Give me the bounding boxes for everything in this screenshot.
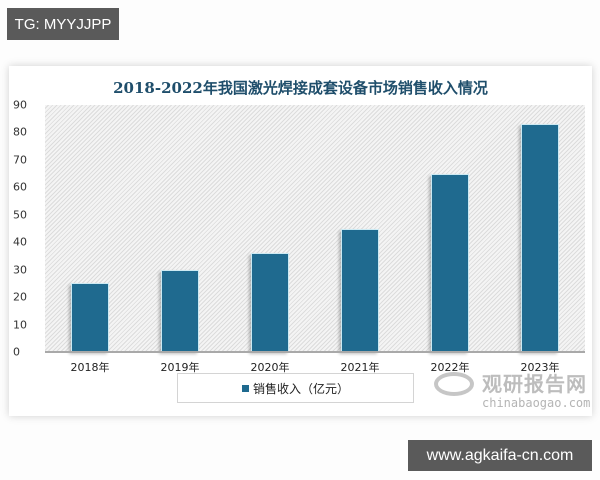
y-tick-label: 0 bbox=[13, 345, 20, 359]
bar-2021 bbox=[341, 228, 379, 352]
y-tick-label: 40 bbox=[13, 235, 27, 249]
x-tick-label: 2020年 bbox=[250, 361, 290, 374]
y-tick-label: 30 bbox=[13, 263, 27, 277]
bar-2022 bbox=[431, 173, 469, 352]
watermark-logo-icon bbox=[434, 372, 474, 396]
bottom-tag-label: www.agkaifa-cn.com bbox=[408, 440, 592, 471]
plot-area bbox=[45, 105, 585, 352]
x-tick-label: 2021年 bbox=[340, 361, 380, 374]
x-tick-label: 2018年 bbox=[70, 361, 110, 374]
top-tag-label: TG: MYYJJPP bbox=[7, 8, 119, 40]
y-tick-label: 10 bbox=[13, 318, 27, 332]
y-tick-label: 70 bbox=[13, 153, 27, 167]
y-tick-label: 90 bbox=[13, 98, 27, 112]
bar-2023 bbox=[521, 124, 559, 352]
watermark-cn: 观研报告网 bbox=[482, 372, 587, 396]
x-tick-label: 2023年 bbox=[520, 361, 560, 374]
bar-2020 bbox=[251, 253, 289, 352]
y-tick-label: 60 bbox=[13, 180, 27, 194]
y-tick-label: 20 bbox=[13, 290, 27, 304]
x-tick-label: 2019年 bbox=[160, 361, 200, 374]
chart-title: 2018-2022年我国激光焊接成套设备市场销售收入情况 bbox=[113, 79, 488, 97]
bar-2018 bbox=[71, 283, 109, 352]
x-axis-line bbox=[45, 351, 585, 353]
watermark-en: chinabaogao.com bbox=[482, 396, 591, 410]
legend-label: 销售收入（亿元） bbox=[252, 381, 349, 396]
y-tick-label: 50 bbox=[13, 208, 27, 222]
legend: 销售收入（亿元） bbox=[177, 373, 414, 403]
legend-swatch bbox=[241, 384, 249, 392]
chart-card: 2018-2022年我国激光焊接成套设备市场销售收入情况 0 10 20 30 40 50… bbox=[9, 66, 592, 416]
bar-2019 bbox=[161, 269, 199, 352]
x-tick-label: 2022年 bbox=[430, 361, 470, 374]
y-tick-label: 80 bbox=[13, 125, 27, 139]
watermark: 观研报告网 chinabaogao.com bbox=[434, 368, 594, 414]
